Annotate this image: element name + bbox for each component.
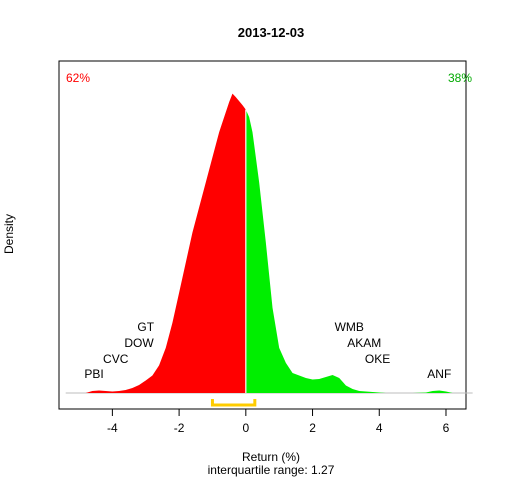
iqr-bracket <box>210 399 257 407</box>
x-tick-label: 0 <box>242 421 249 435</box>
x-tick-label: -2 <box>174 421 185 435</box>
x-tick-label: 6 <box>443 421 450 435</box>
negative-share-label: 62% <box>66 71 90 85</box>
ticker-label: GT <box>137 320 154 334</box>
density-layer <box>65 93 473 407</box>
x-axis-label: Return (%) <box>242 450 300 464</box>
plot-frame <box>58 60 467 410</box>
x-tick-label: -4 <box>107 421 118 435</box>
ticker-label: DOW <box>124 336 154 350</box>
ticker-label: CVC <box>103 352 129 366</box>
ticker-label: ANF <box>427 367 451 381</box>
ticker-label: WMB <box>335 320 364 334</box>
ticker-label: OKE <box>365 352 390 366</box>
x-tick-label: 4 <box>376 421 383 435</box>
chart-title: 2013-12-03 <box>238 25 305 40</box>
y-axis-label: Density <box>2 214 16 254</box>
x-axis: -4 -2 0 2 4 6 <box>107 409 450 435</box>
ticker-label: AKAM <box>347 336 381 350</box>
negative-density-area <box>85 93 246 393</box>
ticker-label: PBI <box>84 367 103 381</box>
positive-density-area <box>245 109 453 393</box>
positive-share-label: 38% <box>448 71 472 85</box>
iqr-label: interquartile range: 1.27 <box>208 463 335 477</box>
x-tick-label: 2 <box>309 421 316 435</box>
